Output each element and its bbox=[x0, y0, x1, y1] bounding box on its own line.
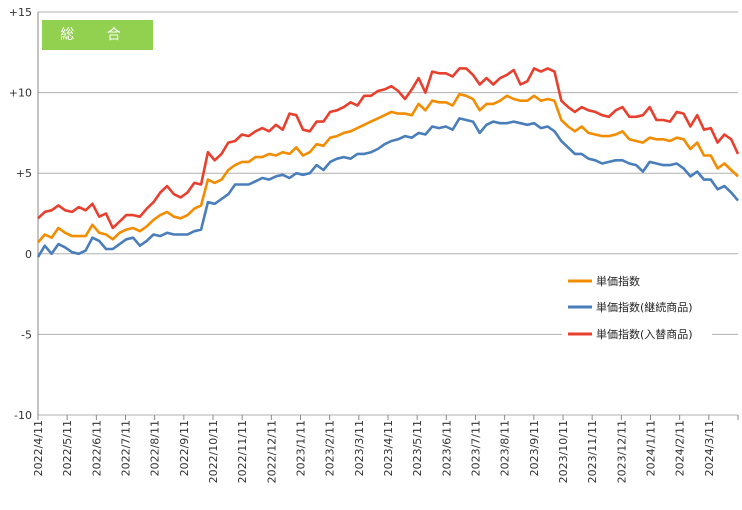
series-lines bbox=[36, 67, 740, 258]
x-tick-label: 2022/12/11 bbox=[265, 420, 278, 483]
x-tick-label: 2023/5/11 bbox=[411, 420, 424, 476]
x-tick-label: 2022/9/11 bbox=[178, 420, 191, 476]
y-tick-label: +15 bbox=[9, 6, 32, 19]
y-tick-label: +10 bbox=[9, 87, 32, 100]
y-tick-label: -10 bbox=[14, 409, 32, 422]
legend-label: 単価指数(継続商品) bbox=[596, 300, 693, 314]
x-tick-label: 2022/8/11 bbox=[149, 420, 162, 476]
y-axis-ticks: +15 +10 +5 0 -5 -10 bbox=[9, 6, 32, 422]
x-tick-label: 2023/2/11 bbox=[324, 420, 337, 476]
x-tick-label: 2023/12/11 bbox=[615, 420, 628, 483]
x-tick-label: 2023/7/11 bbox=[470, 420, 483, 476]
legend-label: 単価指数 bbox=[596, 274, 640, 288]
title-badge: 総 合 bbox=[42, 20, 153, 50]
x-tick-label: 2023/4/11 bbox=[382, 420, 395, 476]
series-line-2 bbox=[37, 67, 740, 230]
y-tick-label: +5 bbox=[16, 167, 32, 180]
y-tick-label: 0 bbox=[25, 248, 32, 261]
x-tick-label: 2023/9/11 bbox=[528, 420, 541, 476]
x-tick-label: 2022/4/11 bbox=[32, 420, 45, 476]
x-tick-label: 2023/3/11 bbox=[353, 420, 366, 476]
x-tick-label: 2022/6/11 bbox=[90, 420, 103, 476]
x-tick-label: 2022/10/11 bbox=[207, 420, 220, 483]
legend-label: 単価指数(入替商品) bbox=[596, 327, 693, 341]
x-tick-label: 2022/7/11 bbox=[120, 420, 133, 476]
x-tick-label: 2024/2/11 bbox=[674, 420, 687, 476]
x-tick-label: 2022/11/11 bbox=[236, 420, 249, 483]
x-tick-label: 2023/11/11 bbox=[586, 420, 599, 483]
x-tick-label: 2023/10/11 bbox=[557, 420, 570, 483]
x-tick-label: 2022/5/11 bbox=[61, 420, 74, 476]
x-axis: 2022/4/11 2022/5/11 2022/6/11 2022/7/11 2022… bbox=[32, 12, 739, 483]
x-tick-label: 2024/3/11 bbox=[703, 420, 716, 476]
y-tick-label: -5 bbox=[21, 328, 32, 341]
x-tick-label: 2023/8/11 bbox=[499, 420, 512, 476]
series-line-0 bbox=[37, 92, 739, 244]
x-tick-label: 2024/1/11 bbox=[645, 420, 658, 476]
x-tick-label: 2023/6/11 bbox=[440, 420, 453, 476]
series-line-1 bbox=[36, 117, 739, 258]
x-tick-label: 2023/1/11 bbox=[295, 420, 308, 476]
